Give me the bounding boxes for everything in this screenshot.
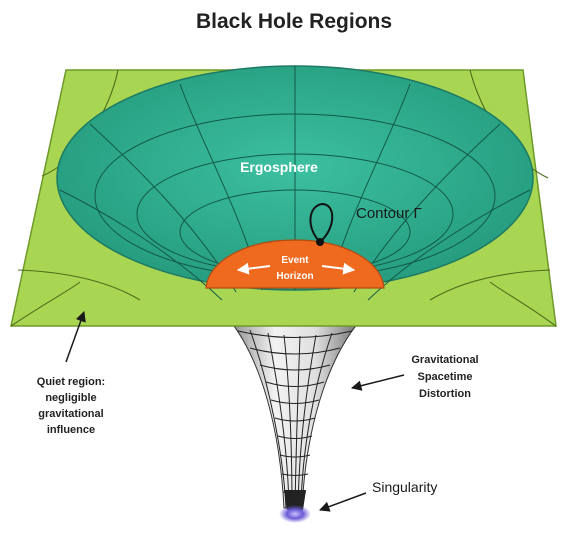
contour-label: Contour Γ <box>356 205 422 222</box>
distortion-arrow <box>350 374 405 391</box>
diagram-title: Black Hole Regions <box>196 10 392 33</box>
quiet-region-line4: influence <box>47 424 95 436</box>
distortion-line3: Distortion <box>419 388 471 400</box>
quiet-region-line1: Quiet region: <box>37 376 105 388</box>
singularity-point <box>279 505 311 523</box>
contour-loop <box>309 202 334 246</box>
singularity-label: Singularity <box>372 479 437 495</box>
ergosphere-label: Ergosphere <box>240 159 318 175</box>
distortion-annotation: Gravitational Spacetime Distortion <box>350 354 479 400</box>
quiet-region-line3: gravitational <box>38 408 103 420</box>
distortion-line2: Spacetime <box>417 371 472 383</box>
event-horizon-label-line1: Event <box>281 255 309 266</box>
quiet-region-line2: negligible <box>45 392 96 404</box>
quiet-region-annotation: Quiet region: negligible gravitational i… <box>37 311 105 436</box>
event-horizon-region <box>205 239 385 289</box>
spacetime-funnel <box>226 317 364 510</box>
event-horizon-label-line2: Horizon <box>276 271 313 282</box>
singularity-annotation: Singularity <box>319 479 437 512</box>
distortion-line1: Gravitational <box>411 354 478 366</box>
quiet-region-arrow <box>65 311 86 363</box>
singularity-arrow <box>319 492 367 512</box>
